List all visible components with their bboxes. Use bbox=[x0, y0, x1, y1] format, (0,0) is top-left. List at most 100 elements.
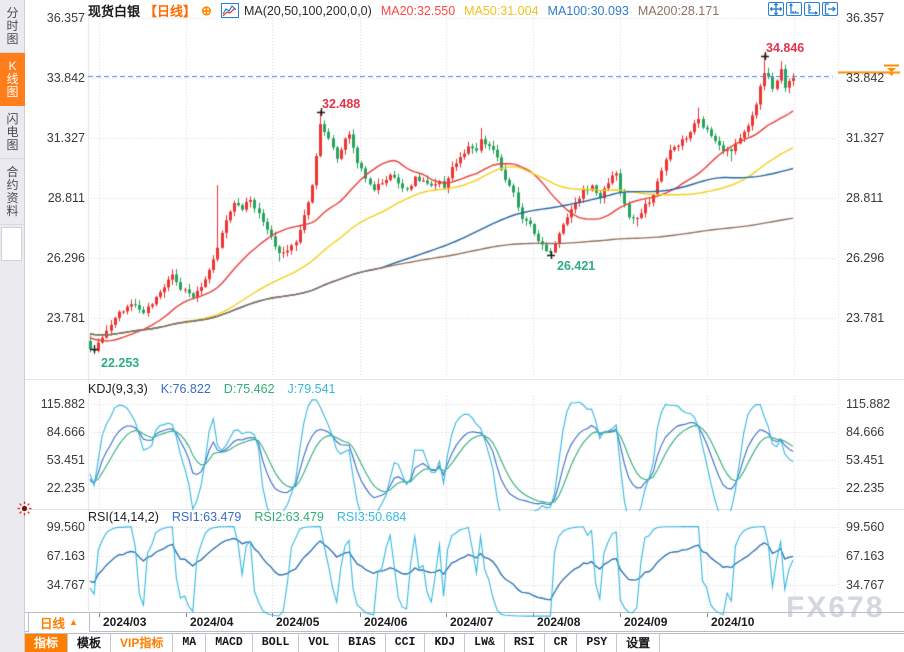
toolbar-tab-vip指标[interactable]: VIP指标 bbox=[111, 634, 174, 652]
x-axis-month-label: 2024/08 bbox=[537, 615, 581, 629]
pan-icon[interactable] bbox=[768, 2, 784, 16]
kdj-d-value: D:75.462 bbox=[223, 382, 275, 396]
y-axis-tick-label: 99.560 bbox=[846, 520, 885, 534]
sidebar-empty-box bbox=[1, 227, 22, 261]
toolbar-tab-lw&[interactable]: LW& bbox=[465, 634, 505, 652]
y-axis-tick-label: 53.451 bbox=[846, 453, 885, 467]
chart-tools bbox=[768, 2, 838, 16]
ma-formula: MA(20,50,100,200,0,0) bbox=[243, 3, 372, 18]
y-axis-tick-label: 34.767 bbox=[846, 578, 885, 592]
period-selector-label: 日线 bbox=[40, 617, 66, 631]
y-axis-tick-label: 23.781 bbox=[46, 311, 85, 325]
y-axis-tick-label: 115.882 bbox=[40, 397, 85, 411]
sidebar: 分时图 K线图 闪电图 合约资料 bbox=[0, 0, 25, 652]
toolbar-tab-psy[interactable]: PSY bbox=[577, 634, 618, 652]
exit-chart-icon[interactable] bbox=[822, 2, 838, 16]
symbol-name: 现货白银 bbox=[88, 4, 141, 19]
sidebar-item-label: 闪电图 bbox=[6, 112, 19, 152]
y-axis-tick-label: 31.327 bbox=[46, 131, 85, 145]
period-label: 【日线】 bbox=[144, 4, 197, 19]
sidebar-item-kline-chart[interactable]: K线图 bbox=[0, 53, 25, 106]
toolbar-tab-cci[interactable]: CCI bbox=[386, 634, 426, 652]
x-axis-tick bbox=[620, 613, 621, 617]
y-axis-tick-label: 31.327 bbox=[846, 131, 885, 145]
y-axis-tick-label: 34.767 bbox=[46, 578, 85, 592]
toolbar-tab-指标[interactable]: 指标 bbox=[25, 634, 69, 652]
y-axis-tick-label: 53.451 bbox=[46, 453, 85, 467]
ma100-value: MA100:30.093 bbox=[547, 3, 629, 18]
kdj-k-value: K:76.822 bbox=[160, 382, 211, 396]
y-axis-tick-label: 84.666 bbox=[46, 425, 85, 439]
x-axis-month-label: 2024/04 bbox=[190, 615, 234, 629]
panel-divider bbox=[25, 379, 904, 380]
toolbar-tab-设置[interactable]: 设置 bbox=[617, 634, 661, 652]
toolbar-tab-vol[interactable]: VOL bbox=[299, 634, 340, 652]
y-axis-tick-label: 33.842 bbox=[46, 71, 85, 85]
sidebar-item-label: 合约资料 bbox=[6, 165, 19, 218]
rsi-header: RSI(14,14,2) RSI1:63.479 RSI2:63.479 RSI… bbox=[88, 510, 406, 524]
chart-canvas[interactable] bbox=[0, 0, 904, 632]
y-axis-zoom-icon[interactable] bbox=[786, 2, 802, 16]
sidebar-item-timeshare-chart[interactable]: 分时图 bbox=[0, 0, 25, 53]
x-axis-row: 日线 ▲ 2024/03 2024/04 2024/05 2024/06 2024/07… bbox=[25, 612, 904, 632]
sidebar-item-lightning-chart[interactable]: 闪电图 bbox=[0, 106, 25, 159]
y-axis-tick-label: 115.882 bbox=[846, 397, 891, 411]
y-axis-tick-label: 22.235 bbox=[46, 481, 85, 495]
sidebar-item-label: K线图 bbox=[6, 59, 19, 99]
x-axis-month-label: 2024/06 bbox=[364, 615, 408, 629]
x-axis-month-label: 2024/10 bbox=[711, 615, 755, 629]
x-axis-tick bbox=[186, 613, 187, 617]
period-selector[interactable]: 日线 ▲ bbox=[28, 613, 90, 632]
toolbar-tab-bias[interactable]: BIAS bbox=[339, 634, 386, 652]
y-axis-tick-label: 26.296 bbox=[846, 251, 885, 265]
y-axis-tick-label: 67.163 bbox=[846, 549, 885, 563]
x-axis-tick bbox=[707, 613, 708, 617]
x-axis-month-label: 2024/05 bbox=[276, 615, 320, 629]
chart-type-icon[interactable] bbox=[220, 3, 239, 18]
rsi3-value: RSI3:50.684 bbox=[336, 510, 407, 524]
y-axis-tick-label: 23.781 bbox=[846, 311, 885, 325]
ma200-value: MA200:28.171 bbox=[637, 3, 720, 18]
x-axis-tick bbox=[446, 613, 447, 617]
toolbar-tab-cr[interactable]: CR bbox=[545, 634, 578, 652]
indicator-toolbar: 指标 模板 VIP指标 MA MACD BOLL VOL BIAS CCI KDJ LW& RSI CR… bbox=[25, 633, 904, 652]
price-annotation: 34.846 bbox=[766, 41, 805, 55]
add-indicator-icon[interactable]: ⊕ bbox=[201, 2, 212, 18]
x-axis-tick bbox=[360, 613, 361, 617]
y-axis-tick-label: 28.811 bbox=[846, 191, 884, 205]
y-axis-tick-label: 33.842 bbox=[846, 71, 885, 85]
toolbar-tab-boll[interactable]: BOLL bbox=[253, 634, 300, 652]
triangle-up-icon: ▲ bbox=[69, 616, 78, 627]
toolbar-tab-rsi[interactable]: RSI bbox=[505, 634, 545, 652]
rsi2-value: RSI2:63.479 bbox=[254, 510, 324, 524]
kdj-name: KDJ(9,3,3) bbox=[88, 382, 148, 396]
y-axis-tick-label: 84.666 bbox=[846, 425, 885, 439]
ma20-value: MA20:32.550 bbox=[380, 3, 456, 18]
x-axis-zoom-icon[interactable] bbox=[804, 2, 820, 16]
x-axis-tick bbox=[533, 613, 534, 617]
x-axis-month-label: 2024/07 bbox=[450, 615, 494, 629]
price-annotation: 32.488 bbox=[322, 97, 361, 111]
y-axis-tick-label: 99.560 bbox=[46, 520, 85, 534]
toolbar-tab-模板[interactable]: 模板 bbox=[68, 634, 112, 652]
y-axis-tick-label: 36.357 bbox=[46, 11, 85, 25]
kdj-j-value: J:79.541 bbox=[287, 382, 336, 396]
y-axis-tick-label: 26.296 bbox=[46, 251, 85, 265]
rsi1-value: RSI1:63.479 bbox=[171, 510, 242, 524]
rsi-name: RSI(14,14,2) bbox=[88, 510, 159, 524]
toolbar-tab-kdj[interactable]: KDJ bbox=[425, 634, 466, 652]
y-axis-tick-label: 36.357 bbox=[846, 11, 885, 25]
toolbar-tab-macd[interactable]: MACD bbox=[206, 634, 253, 652]
kdj-header: KDJ(9,3,3) K:76.822 D:75.462 J:79.541 bbox=[88, 382, 336, 396]
sun-icon[interactable] bbox=[17, 501, 32, 516]
x-axis-tick bbox=[99, 613, 100, 617]
price-alert-icon[interactable] bbox=[883, 64, 900, 77]
x-axis-month-label: 2024/09 bbox=[624, 615, 668, 629]
y-axis-tick-label: 28.811 bbox=[47, 191, 85, 205]
y-axis-tick-label: 22.235 bbox=[846, 481, 885, 495]
sidebar-item-label: 分时图 bbox=[6, 6, 19, 46]
x-axis-tick bbox=[272, 613, 273, 617]
toolbar-tab-ma[interactable]: MA bbox=[173, 634, 207, 652]
sidebar-item-contract-info[interactable]: 合约资料 bbox=[0, 159, 25, 225]
